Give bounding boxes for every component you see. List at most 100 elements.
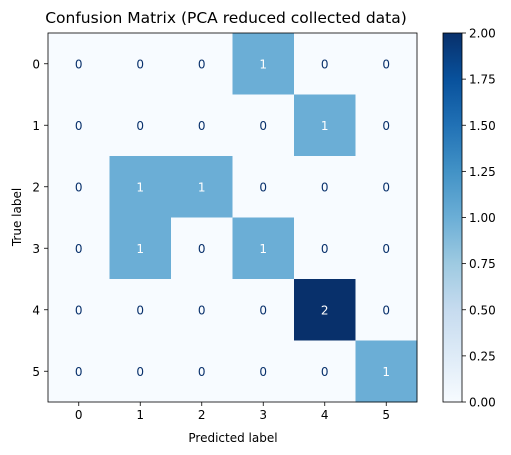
colorbar-tick-label: 1.50 <box>469 119 496 133</box>
heatmap-cell <box>171 279 233 341</box>
cell-value-label: 0 <box>198 57 206 71</box>
cell-value-label: 0 <box>136 303 144 317</box>
x-tick-label: 0 <box>75 408 83 422</box>
cell-value-label: 0 <box>198 303 206 317</box>
colorbar: 0.00 0.25 0.50 0.75 1.00 1.25 1.50 1.75 2.00 <box>442 27 496 410</box>
cell-value-label: 0 <box>321 180 329 194</box>
y-axis: 0 1 2 3 4 5 <box>32 57 48 379</box>
heatmap-cell <box>171 156 233 218</box>
cell-value-label: 0 <box>198 119 206 133</box>
cell-value-label: 1 <box>259 57 267 71</box>
cell-value-label: 1 <box>321 119 329 133</box>
x-tick-label: 1 <box>136 408 144 422</box>
heatmap-cell <box>171 94 233 157</box>
x-tick-label: 2 <box>198 408 206 422</box>
heatmap-cell <box>355 33 418 95</box>
cell-value-label: 0 <box>321 242 329 256</box>
chart-title: Confusion Matrix (PCA reduced collected … <box>45 9 407 27</box>
cell-value-label: 1 <box>136 242 144 256</box>
cell-value-label: 0 <box>136 57 144 71</box>
x-tick-label: 4 <box>321 408 329 422</box>
heatmap-cell <box>109 156 172 218</box>
heatmap-cell <box>48 33 110 95</box>
y-tick-label: 4 <box>32 303 40 317</box>
colorbar-tick-label: 0.25 <box>469 349 496 363</box>
heatmap-cell <box>48 340 110 403</box>
cell-value-label: 0 <box>382 119 390 133</box>
heatmap-cell <box>48 156 110 218</box>
heatmap-cell <box>109 94 172 157</box>
heatmap-cell <box>109 33 172 95</box>
cell-value-label: 0 <box>382 242 390 256</box>
heatmap-cell <box>48 279 110 341</box>
heatmap-cells: 0 0 0 1 0 0 0 0 0 0 1 0 0 1 1 0 0 0 0 1 0 1 0 0 0 0 0 0 2 0 0 0 0 0 0 1 <box>47 32 418 403</box>
y-tick-label: 1 <box>32 119 40 133</box>
colorbar-tick-label: 1.00 <box>469 211 496 225</box>
cell-value-label: 0 <box>259 119 267 133</box>
y-tick-label: 5 <box>32 365 40 379</box>
cell-value-label: 0 <box>259 180 267 194</box>
cell-value-label: 0 <box>198 365 206 379</box>
heatmap-cell <box>355 279 418 341</box>
heatmap-cell <box>171 340 233 403</box>
cell-value-label: 0 <box>75 303 83 317</box>
cell-value-label: 0 <box>75 365 83 379</box>
heatmap-cell <box>232 33 295 95</box>
heatmap-cell <box>355 340 418 403</box>
cell-value-label: 1 <box>382 365 390 379</box>
y-tick-label: 3 <box>32 242 40 256</box>
cell-value-label: 0 <box>136 119 144 133</box>
heatmap-cell <box>355 217 418 280</box>
y-tick-label: 0 <box>32 57 40 71</box>
heatmap-cell <box>294 156 356 218</box>
cell-value-label: 1 <box>259 242 267 256</box>
heatmap-cell <box>294 94 356 157</box>
colorbar-tick-label: 0.75 <box>469 257 496 271</box>
cell-value-label: 0 <box>321 365 329 379</box>
colorbar-tick-label: 1.25 <box>469 165 496 179</box>
heatmap-cell <box>294 340 356 403</box>
heatmap-cell <box>48 94 110 157</box>
cell-value-label: 0 <box>382 180 390 194</box>
heatmap-cell <box>171 217 233 280</box>
cell-value-label: 0 <box>75 119 83 133</box>
cell-value-label: 0 <box>382 303 390 317</box>
cell-value-label: 0 <box>75 57 83 71</box>
cell-value-label: 1 <box>136 180 144 194</box>
y-tick-label: 2 <box>32 180 40 194</box>
plot-frame <box>47 32 418 403</box>
heatmap-cell <box>232 156 295 218</box>
colorbar-tick-label: 1.75 <box>469 73 496 87</box>
colorbar-tick-label: 0.50 <box>469 303 496 317</box>
colorbar-tick-label: 2.00 <box>469 27 496 41</box>
cell-value-label: 0 <box>75 242 83 256</box>
cell-value-label: 0 <box>321 57 329 71</box>
x-axis: 0 1 2 3 4 5 <box>75 402 390 422</box>
heatmap-cell <box>171 33 233 95</box>
x-tick-label: 5 <box>382 408 390 422</box>
cell-value-label: 0 <box>259 303 267 317</box>
colorbar-tick-label: 0.00 <box>469 396 496 410</box>
cell-value-label: 0 <box>382 57 390 71</box>
heatmap-cell <box>109 340 172 403</box>
heatmap-cell <box>294 217 356 280</box>
cell-value-label: 0 <box>75 180 83 194</box>
cell-value-label: 0 <box>198 242 206 256</box>
x-axis-label: Predicted label <box>188 431 277 445</box>
cell-value-label: 0 <box>259 365 267 379</box>
heatmap-cell <box>294 33 356 95</box>
heatmap-cell <box>355 94 418 157</box>
cell-value-label: 1 <box>198 180 206 194</box>
colorbar-gradient <box>443 33 462 402</box>
heatmap-cell <box>109 217 172 280</box>
heatmap-cell <box>355 156 418 218</box>
heatmap-cell <box>232 279 295 341</box>
y-axis-label: True label <box>10 188 24 247</box>
heatmap-cell <box>109 279 172 341</box>
heatmap-cell <box>294 279 356 341</box>
cell-value-label: 2 <box>321 303 329 317</box>
heatmap-cell <box>232 340 295 403</box>
x-tick-label: 3 <box>259 408 267 422</box>
heatmap-cell <box>48 217 110 280</box>
